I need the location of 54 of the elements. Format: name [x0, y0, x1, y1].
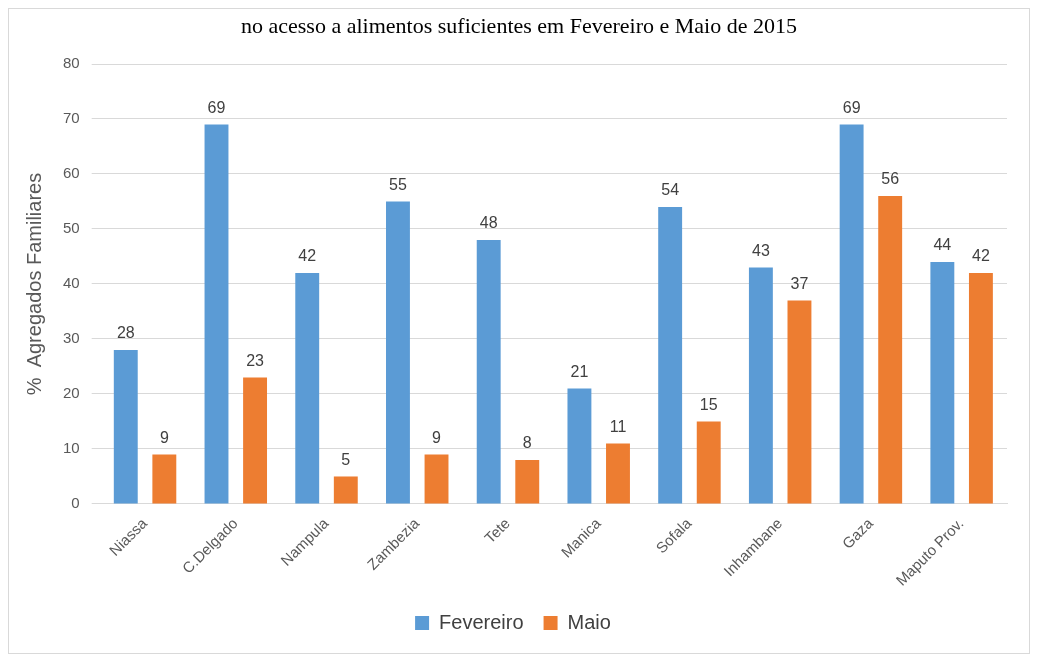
- data-label: 21: [570, 362, 589, 380]
- data-label: 9: [159, 428, 169, 446]
- y-tick-label: 60: [63, 164, 80, 182]
- bar: [878, 195, 903, 504]
- bar: [386, 201, 410, 504]
- data-label: 37: [790, 274, 809, 292]
- data-label: 28: [116, 324, 135, 342]
- bar: [567, 388, 592, 504]
- y-tick-label: 70: [63, 109, 80, 127]
- data-label: 5: [341, 450, 351, 468]
- bar: [152, 454, 177, 504]
- data-label: 69: [207, 98, 226, 116]
- bar: [606, 443, 630, 504]
- data-label: 44: [933, 236, 952, 254]
- data-label: 15: [699, 395, 718, 413]
- legend-label: Fevereiro: [439, 610, 524, 633]
- y-tick-label: 80: [63, 54, 80, 72]
- bar: [696, 421, 721, 504]
- y-tick-label: 10: [63, 439, 80, 457]
- bar: [243, 377, 268, 504]
- data-label: 43: [751, 241, 770, 259]
- bar: [204, 124, 229, 504]
- y-tick-label: 50: [63, 219, 80, 237]
- data-label: 11: [609, 417, 627, 435]
- data-label: 48: [479, 214, 498, 232]
- y-tick-label: 0: [71, 494, 80, 512]
- legend-label: Maio: [567, 610, 611, 633]
- data-label: 42: [972, 247, 990, 265]
- y-tick-label: 20: [63, 384, 80, 402]
- data-label: 23: [246, 351, 265, 369]
- y-tick-label: 30: [63, 329, 80, 347]
- bar: [113, 349, 138, 504]
- data-label: 42: [298, 247, 317, 265]
- bar: [839, 124, 864, 504]
- chart-title: no acesso a alimentos suficientes em Fevereiro e Maio de 2015: [240, 12, 798, 40]
- bar: [930, 261, 955, 504]
- bar: [968, 272, 993, 504]
- data-label: 56: [881, 170, 900, 188]
- bar: [476, 239, 501, 504]
- data-label: 69: [842, 98, 861, 116]
- data-label: 8: [522, 434, 532, 452]
- bar: [787, 300, 812, 504]
- bar: [424, 454, 449, 504]
- data-label: 55: [389, 175, 407, 193]
- bar: [333, 476, 358, 504]
- data-label: 9: [432, 428, 442, 446]
- bar: [515, 459, 540, 504]
- bar: [658, 206, 683, 504]
- x-tick-label: Tete: [480, 514, 514, 547]
- y-tick-label: 40: [63, 274, 80, 292]
- y-axis-title: % Agregados Familiares: [22, 172, 45, 396]
- bar: [295, 272, 320, 504]
- data-label: 54: [661, 181, 680, 199]
- bar: [748, 267, 773, 504]
